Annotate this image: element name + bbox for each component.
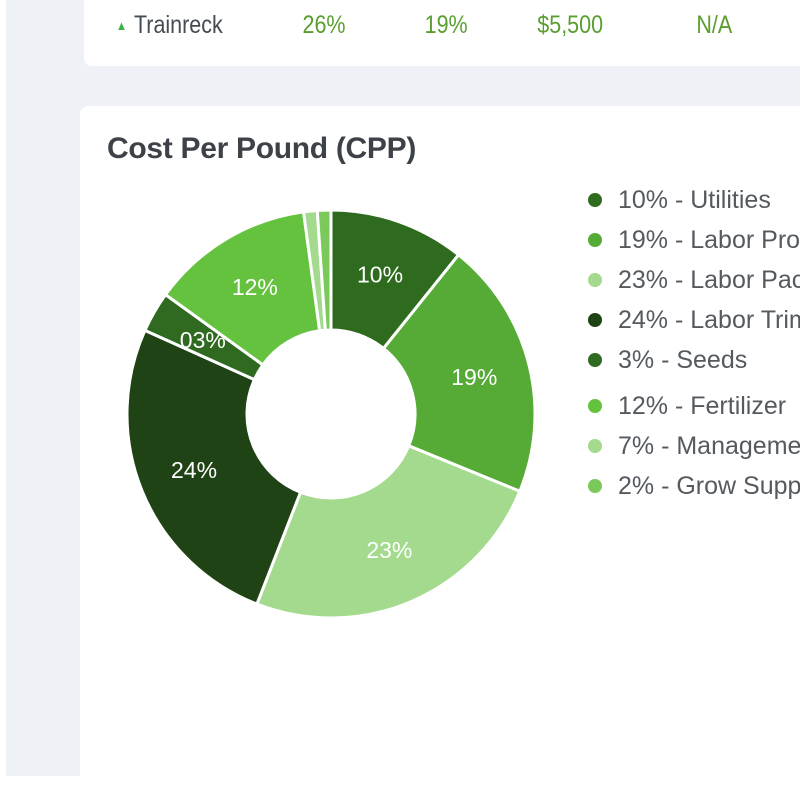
legend-dot-icon (588, 313, 602, 327)
legend-label: 7% - Management (618, 431, 800, 460)
slice-label: 19% (451, 364, 497, 390)
pie-slice[interactable] (163, 210, 322, 367)
card-title: Cost Per Pound (CPP) (107, 132, 417, 165)
legend-label: 24% - Labor Trimming (618, 305, 800, 334)
pie-slice[interactable] (315, 208, 333, 332)
legend-item[interactable]: 12% - Fertilizer (588, 386, 800, 426)
pie-slice[interactable] (125, 328, 303, 607)
table-cell: 19% (424, 10, 468, 39)
legend-label: 2% - Grow Supplies (618, 471, 800, 500)
table-cell: 26% (302, 10, 346, 39)
legend-dot-icon (588, 479, 602, 493)
legend-dot-icon (588, 353, 602, 367)
legend-dot-icon (588, 233, 602, 247)
summary-table-card (84, 0, 800, 66)
pie-slice[interactable] (254, 443, 522, 620)
table-row[interactable]: ▲ Trainreck 26% 19% $5,500 N/A (116, 8, 765, 42)
legend-item[interactable]: 23% - Labor Packaging (588, 260, 800, 300)
strain-name: Trainreck (133, 10, 223, 39)
chart-legend: 10% - Utilities 19% - Labor Production 23%… (588, 180, 800, 506)
legend-dot-icon (588, 273, 602, 287)
legend-item[interactable]: 7% - Management (588, 426, 800, 466)
pie-slice[interactable] (381, 252, 537, 494)
legend-item[interactable]: 3% - Seeds (588, 340, 800, 380)
legend-item[interactable]: 24% - Labor Trimming (588, 300, 800, 340)
slice-label: 23% (366, 537, 412, 563)
legend-label: 3% - Seeds (618, 345, 748, 374)
legend-label: 19% - Labor Production (618, 225, 800, 254)
legend-dot-icon (588, 399, 602, 413)
triangle-up-icon: ▲ (116, 17, 128, 33)
legend-dot-icon (588, 193, 602, 207)
legend-dot-icon (588, 439, 602, 453)
table-cell: $5,500 (537, 10, 604, 39)
legend-label: 10% - Utilities (618, 185, 771, 214)
legend-label: 12% - Fertilizer (618, 391, 787, 420)
legend-item[interactable]: 10% - Utilities (588, 180, 800, 220)
legend-item[interactable]: 19% - Labor Production (588, 220, 800, 260)
legend-label: 23% - Labor Packaging (618, 265, 800, 294)
table-cell: N/A (696, 10, 733, 39)
slice-label: 12% (232, 274, 278, 300)
slice-label: 24% (171, 457, 217, 483)
legend-item[interactable]: 2% - Grow Supplies (588, 466, 800, 506)
left-rail (0, 0, 6, 776)
slice-label: 10% (357, 261, 403, 287)
